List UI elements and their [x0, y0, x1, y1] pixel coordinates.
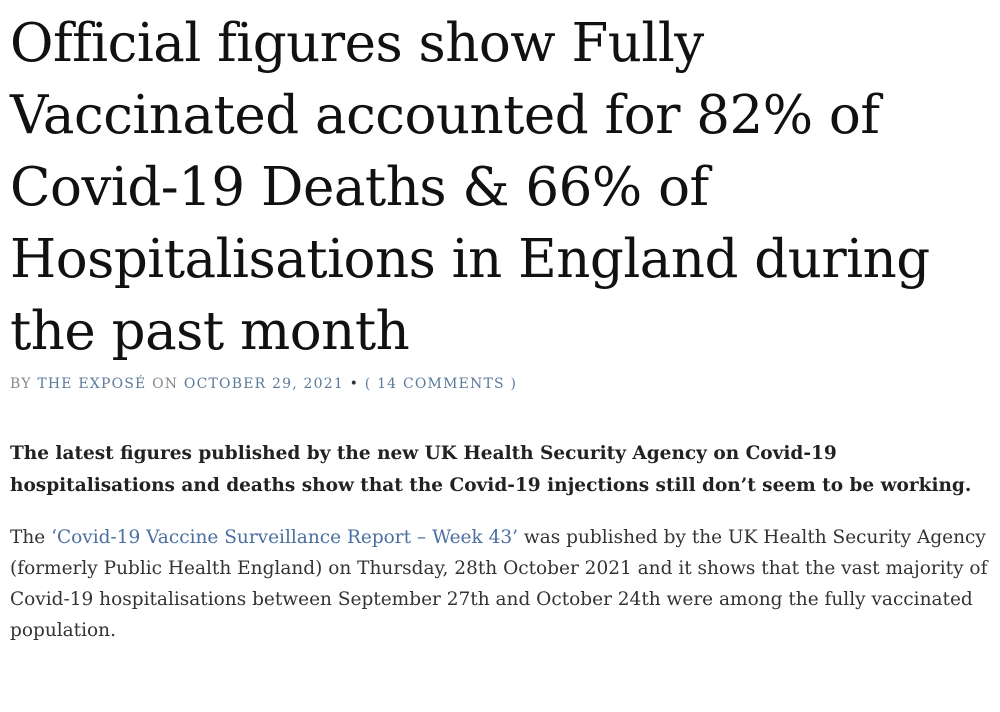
comments-link[interactable]: ( 14 COMMENTS ) [364, 376, 518, 392]
report-link[interactable]: ‘Covid-19 Vaccine Surveillance Report – … [51, 527, 519, 548]
article-lead: The latest figures published by the new … [10, 443, 972, 496]
paragraph-rest: was published by the UK Health Security … [10, 527, 988, 641]
on-label: ON [152, 376, 179, 392]
date-link[interactable]: OCTOBER 29, 2021 [183, 376, 344, 392]
author-link[interactable]: THE EXPOSÉ [37, 376, 147, 392]
by-label: BY [10, 376, 32, 392]
article-meta: BY THE EXPOSÉ ON OCTOBER 29, 2021 • ( 14… [10, 376, 995, 392]
paragraph-intro: The [10, 527, 52, 548]
meta-separator: • [349, 376, 360, 392]
article-headline: Official figures show Fully Vaccinated a… [10, 13, 930, 362]
article: Official figures show Fully Vaccinated a… [10, 8, 995, 646]
article-paragraph: The ‘Covid-19 Vaccine Surveillance Repor… [10, 522, 995, 646]
